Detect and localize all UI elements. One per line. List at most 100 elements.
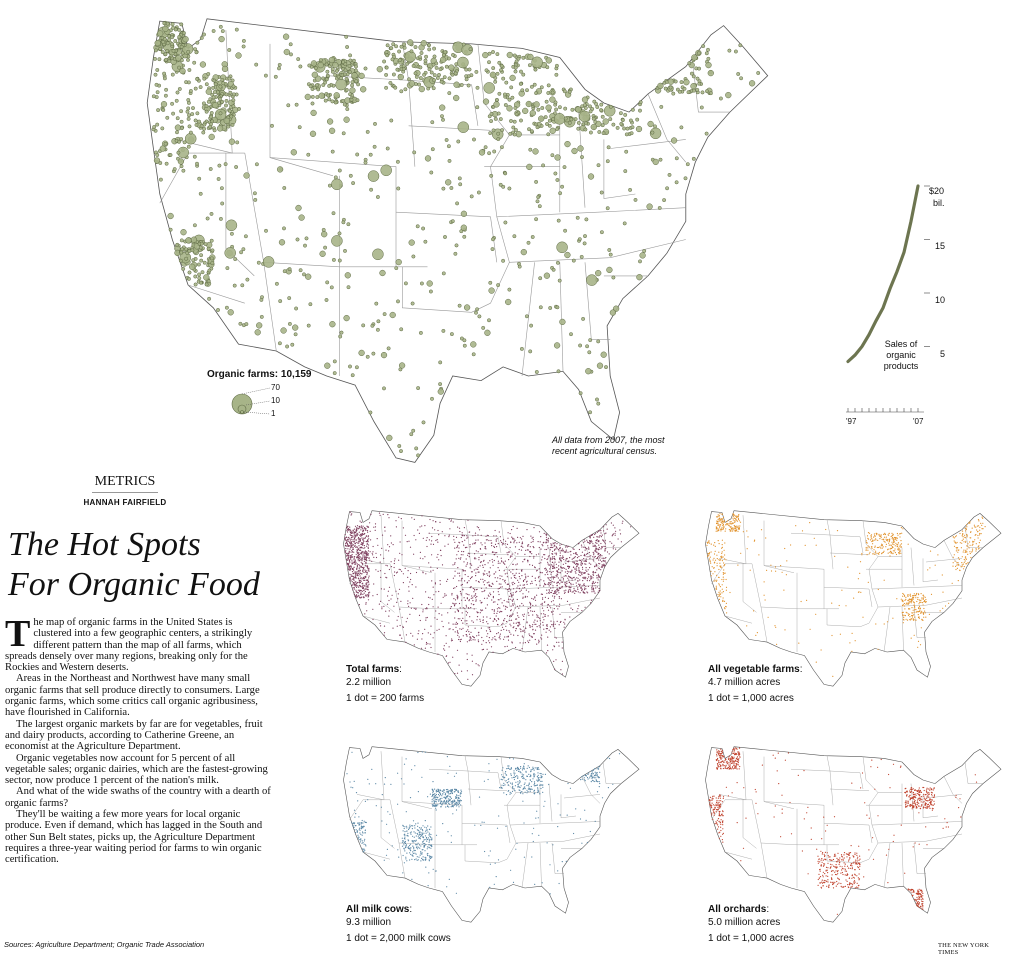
- farm-dot: [919, 601, 921, 604]
- farm-dot: [441, 564, 444, 566]
- farm-dot: [276, 166, 284, 173]
- farm-dot: [368, 592, 370, 594]
- farm-dot: [355, 527, 357, 529]
- farm-dot: [365, 554, 368, 556]
- farm-dot: [832, 675, 834, 677]
- farm-dot: [877, 546, 879, 549]
- farm-dot: [914, 607, 916, 609]
- farm-dot: [957, 551, 959, 553]
- farm-dot: [583, 127, 588, 132]
- farm-dot: [422, 609, 424, 611]
- farm-dot: [413, 45, 418, 50]
- farm-dot: [544, 615, 546, 617]
- farm-dot: [348, 536, 350, 538]
- farm-dot: [448, 534, 450, 536]
- farm-dot: [466, 620, 468, 622]
- farm-dot: [492, 601, 495, 603]
- farm-dot: [329, 321, 336, 328]
- farm-dot: [409, 602, 411, 604]
- farm-dot: [420, 40, 427, 47]
- farm-dot: [499, 64, 504, 68]
- farm-dot: [920, 601, 922, 603]
- farm-dot: [961, 535, 963, 537]
- farm-dot: [479, 620, 481, 622]
- farm-dot: [503, 543, 505, 545]
- farm-dot: [605, 206, 610, 211]
- farm-dot: [770, 570, 773, 572]
- farm-dot: [354, 539, 356, 541]
- farm-dot: [564, 591, 566, 593]
- farm-dot: [883, 623, 885, 625]
- farm-dot: [861, 552, 863, 555]
- farm-dot: [718, 591, 720, 593]
- farm-dot: [521, 541, 523, 543]
- farm-dot: [584, 549, 586, 551]
- farm-dot: [378, 512, 381, 514]
- farm-dot: [359, 566, 361, 568]
- farm-dot: [563, 592, 566, 594]
- farm-dot: [349, 573, 351, 575]
- farm-dot: [906, 619, 909, 621]
- farm-dot: [375, 552, 377, 554]
- farm-dot: [349, 578, 351, 580]
- farm-dot: [483, 145, 488, 150]
- farm-dot: [891, 532, 893, 534]
- farm-dot: [405, 634, 407, 636]
- farm-dot: [734, 515, 737, 517]
- farm-dot: [353, 559, 355, 561]
- farm-dot: [522, 604, 524, 606]
- farm-dot: [353, 593, 355, 596]
- farm-dot: [561, 548, 564, 550]
- farm-dot: [727, 523, 729, 525]
- farm-dot: [725, 528, 727, 530]
- farm-dot: [568, 571, 570, 573]
- farm-dot: [495, 620, 498, 622]
- farm-dot: [360, 543, 362, 546]
- farm-dot: [775, 570, 777, 572]
- farm-dot: [673, 79, 678, 84]
- farm-dot: [582, 580, 584, 582]
- farm-dot: [508, 630, 510, 632]
- farm-dot: [553, 342, 561, 349]
- farm-dot: [866, 554, 868, 556]
- farm-dot: [492, 595, 494, 598]
- farm-dot: [508, 649, 510, 651]
- farm-dot: [591, 583, 593, 585]
- farm-dot: [350, 557, 352, 559]
- farm-dot: [472, 597, 474, 599]
- farm-dot: [537, 615, 539, 617]
- farm-dot: [353, 537, 356, 540]
- farm-dot: [718, 559, 720, 561]
- farm-dot: [882, 546, 884, 548]
- farm-dot: [425, 573, 427, 575]
- farm-dot: [359, 581, 361, 584]
- farm-dot: [368, 577, 370, 579]
- farm-dot: [380, 588, 382, 590]
- farm-dot: [601, 566, 603, 568]
- farm-dot: [584, 572, 586, 574]
- farm-dot: [216, 177, 221, 181]
- farm-dot: [501, 586, 503, 588]
- farm-dot: [356, 556, 359, 558]
- farm-dot: [543, 272, 551, 279]
- farm-dot: [363, 551, 365, 553]
- farm-dot: [554, 72, 559, 77]
- farm-dot: [353, 572, 355, 575]
- farm-dot: [599, 554, 602, 556]
- farm-dot: [588, 130, 593, 135]
- farm-dot: [502, 579, 504, 581]
- farm-dot: [354, 542, 356, 544]
- farm-dot: [452, 521, 454, 523]
- farm-dot: [588, 338, 593, 343]
- farm-dot: [559, 603, 561, 605]
- farm-dot: [493, 116, 498, 121]
- farm-dot: [170, 72, 175, 77]
- farm-dot: [867, 537, 869, 539]
- farm-dot: [720, 556, 722, 558]
- farm-dot: [718, 527, 721, 529]
- farm-dot: [556, 582, 558, 584]
- farm-dot: [783, 589, 785, 591]
- farm-dot: [351, 561, 353, 563]
- farm-dot: [861, 554, 863, 556]
